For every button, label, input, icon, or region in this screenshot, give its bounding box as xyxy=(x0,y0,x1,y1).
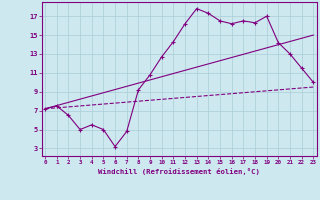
X-axis label: Windchill (Refroidissement éolien,°C): Windchill (Refroidissement éolien,°C) xyxy=(98,168,260,175)
